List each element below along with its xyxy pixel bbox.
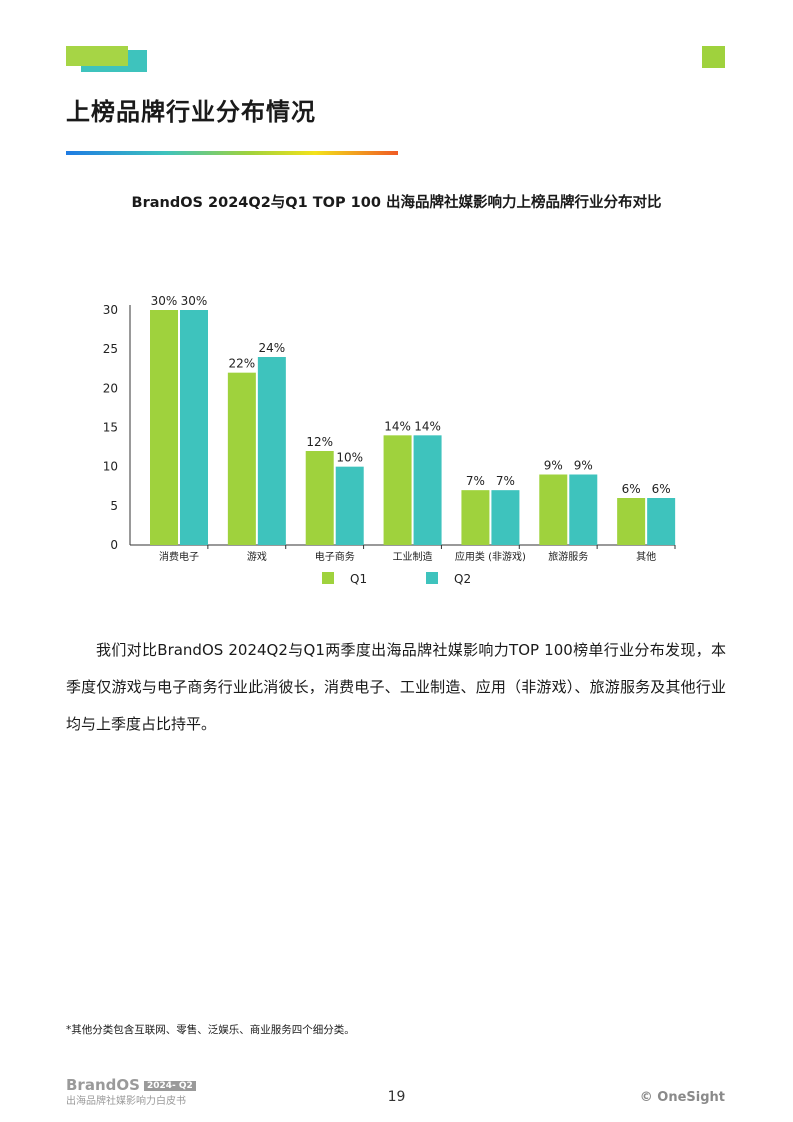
y-tick-label: 5 <box>110 499 118 513</box>
body-paragraph: 我们对比BrandOS 2024Q2与Q1两季度出海品牌社媒影响力TOP 100… <box>66 641 726 733</box>
data-label: 7% <box>466 474 485 488</box>
x-tick-label: 电子商务 <box>315 550 355 563</box>
data-label: 9% <box>574 459 593 473</box>
x-tick-label: 应用类 (非游戏) <box>455 550 526 563</box>
y-tick-label: 20 <box>103 381 118 395</box>
data-label: 6% <box>652 482 671 496</box>
data-label: 10% <box>336 451 363 465</box>
legend-swatch <box>322 572 334 584</box>
data-label: 12% <box>306 435 333 449</box>
footer-subtitle: 出海品牌社媒影响力白皮书 <box>66 1096 186 1107</box>
data-label: 6% <box>622 482 641 496</box>
x-tick-label: 消费电子 <box>159 550 199 563</box>
copyright: © OneSight <box>639 1090 725 1105</box>
bar-q2 <box>413 435 442 545</box>
bar-q2 <box>569 474 598 545</box>
data-label: 14% <box>384 419 411 433</box>
body-text: 我们对比BrandOS 2024Q2与Q1两季度出海品牌社媒影响力TOP 100… <box>66 632 726 743</box>
y-tick-label: 25 <box>103 342 118 356</box>
footer-edition-tag: 2024- Q2 <box>143 1081 196 1091</box>
data-label: 14% <box>414 419 441 433</box>
bar-q1 <box>227 372 256 545</box>
corner-decoration <box>702 46 725 68</box>
footer-brand: BrandOS 2024- Q2 <box>66 1076 196 1094</box>
bar-q1 <box>305 451 334 545</box>
data-label: 24% <box>259 341 286 355</box>
bar-q1 <box>539 474 568 545</box>
bar-q1 <box>461 490 490 545</box>
bar-q2 <box>335 466 364 545</box>
data-label: 30% <box>181 294 208 308</box>
bar-q2 <box>180 310 208 545</box>
page-title: 上榜品牌行业分布情况 <box>66 98 316 126</box>
x-tick-label: 其他 <box>636 550 656 563</box>
page-number: 19 <box>387 1089 406 1105</box>
legend-label: Q2 <box>454 572 471 586</box>
bar-q1 <box>383 435 412 545</box>
x-tick-label: 旅游服务 <box>548 550 588 563</box>
footer-brand-name: BrandOS <box>66 1076 140 1094</box>
header-decoration-green <box>66 46 128 66</box>
x-tick-label: 游戏 <box>247 550 267 563</box>
y-tick-label: 10 <box>103 460 118 474</box>
data-label: 9% <box>544 459 563 473</box>
legend-label: Q1 <box>350 572 367 586</box>
bar-chart: 0 5 10 15 20 25 30 30% 30% 消费电子 22%24% 游戏 12%10% 电子商务… <box>103 294 676 586</box>
y-tick-label: 0 <box>110 538 118 552</box>
chart-title: BrandOS 2024Q2与Q1 TOP 100 出海品牌社媒影响力上榜品牌行… <box>131 195 662 211</box>
title-gradient-bar <box>66 151 398 155</box>
bar-q1 <box>617 498 646 545</box>
footnote: *其他分类包含互联网、零售、泛娱乐、商业服务四个细分类。 <box>66 1024 355 1036</box>
x-tick-label: 工业制造 <box>393 550 433 563</box>
bar-q1 <box>150 310 178 545</box>
data-label: 7% <box>496 474 515 488</box>
y-tick-label: 30 <box>103 303 118 317</box>
bar-q2 <box>647 498 676 545</box>
data-label: 22% <box>229 357 256 371</box>
bar-q2 <box>257 357 286 545</box>
legend-swatch <box>426 572 438 584</box>
y-tick-label: 15 <box>103 421 118 435</box>
bar-q2 <box>491 490 520 545</box>
data-label: 30% <box>151 294 178 308</box>
